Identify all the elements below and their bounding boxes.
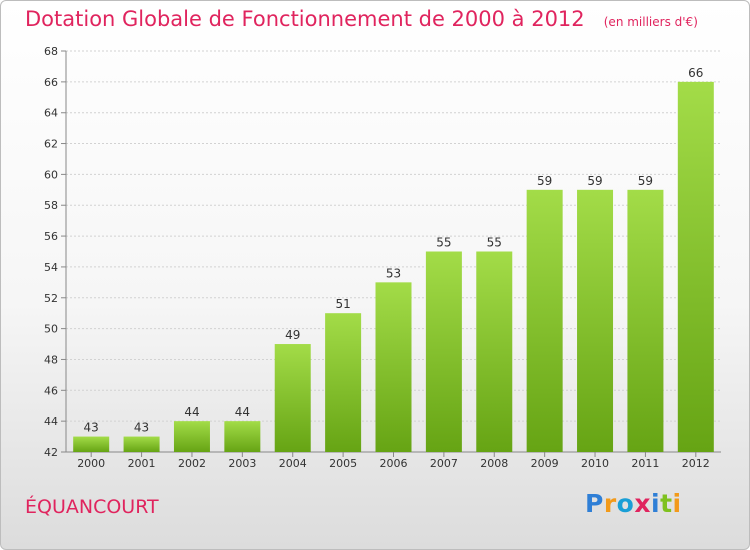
proxiti-logo: Proxiti (585, 489, 682, 518)
x-tick-label: 2010 (581, 457, 609, 470)
logo-letter: t (660, 489, 673, 518)
chart-title-main: Dotation Globale de Fonctionnement de 20… (25, 7, 585, 31)
logo-letter: i (651, 489, 661, 518)
bar-2009 (526, 189, 563, 453)
y-tick-label: 50 (44, 323, 58, 336)
data-label: 55 (436, 236, 451, 250)
bar-2000 (73, 436, 110, 452)
y-tick-label: 48 (44, 353, 58, 366)
data-label: 59 (537, 174, 552, 188)
bar-2001 (123, 436, 160, 452)
x-tick-label: 2006 (380, 457, 408, 470)
y-tick-label: 42 (44, 446, 58, 459)
data-label: 66 (688, 66, 703, 80)
bar-2004 (274, 344, 311, 452)
data-label: 43 (134, 421, 149, 435)
bar-2012 (677, 81, 714, 452)
y-axis-ticks: 42 44 46 48 50 52 54 56 58 60 62 64 66 68 (44, 45, 66, 459)
y-tick-label: 68 (44, 45, 58, 58)
y-tick-label: 46 (44, 384, 58, 397)
bar-2003 (224, 421, 261, 452)
x-tick-label: 2012 (682, 457, 710, 470)
data-label: 59 (587, 174, 602, 188)
y-tick-label: 56 (44, 230, 58, 243)
x-tick-label: 2002 (178, 457, 206, 470)
y-tick-label: 52 (44, 292, 58, 305)
bar-2011 (627, 189, 664, 453)
x-tick-label: 2005 (329, 457, 357, 470)
y-tick-label: 44 (44, 415, 58, 428)
bars (73, 81, 714, 453)
commune-name: ÉQUANCOURT (25, 496, 159, 518)
logo-letter: x (634, 489, 651, 518)
y-tick-label: 66 (44, 76, 58, 89)
logo-letter: o (616, 489, 635, 518)
x-tick-label: 2001 (128, 457, 156, 470)
data-label: 44 (184, 405, 199, 419)
y-tick-label: 58 (44, 199, 58, 212)
x-tick-label: 2008 (480, 457, 508, 470)
x-tick-label: 2007 (430, 457, 458, 470)
bar-2008 (476, 251, 513, 452)
y-tick-label: 60 (44, 168, 58, 181)
data-label: 55 (487, 236, 502, 250)
data-label: 53 (386, 266, 401, 280)
bar-2005 (325, 313, 362, 452)
bar-2007 (425, 251, 462, 452)
x-tick-label: 2011 (631, 457, 659, 470)
data-label: 49 (285, 328, 300, 342)
logo-letter: r (603, 489, 617, 518)
x-tick-label: 2004 (279, 457, 307, 470)
logo-letter: i (672, 489, 682, 518)
data-label: 43 (84, 421, 99, 435)
chart-title: Dotation Globale de Fonctionnement de 20… (25, 7, 698, 31)
data-label: 51 (335, 297, 350, 311)
x-tick-label: 2000 (77, 457, 105, 470)
data-labels: 43 43 44 44 49 51 53 55 55 59 59 59 66 (84, 66, 704, 435)
bar-2002 (173, 421, 210, 452)
logo-letter: P (585, 489, 604, 518)
x-axis-ticks: 2000 2001 2002 2003 2004 2005 2006 2007 2008 2009… (77, 452, 710, 470)
bar-2010 (577, 189, 614, 453)
x-tick-label: 2009 (531, 457, 559, 470)
chart-unit: (en milliers d'€) (603, 15, 698, 29)
y-tick-label: 54 (44, 261, 58, 274)
x-tick-label: 2003 (228, 457, 256, 470)
y-tick-label: 62 (44, 138, 58, 151)
y-tick-label: 64 (44, 107, 58, 120)
data-label: 44 (235, 405, 250, 419)
bar-2006 (375, 282, 412, 452)
data-label: 59 (638, 174, 653, 188)
